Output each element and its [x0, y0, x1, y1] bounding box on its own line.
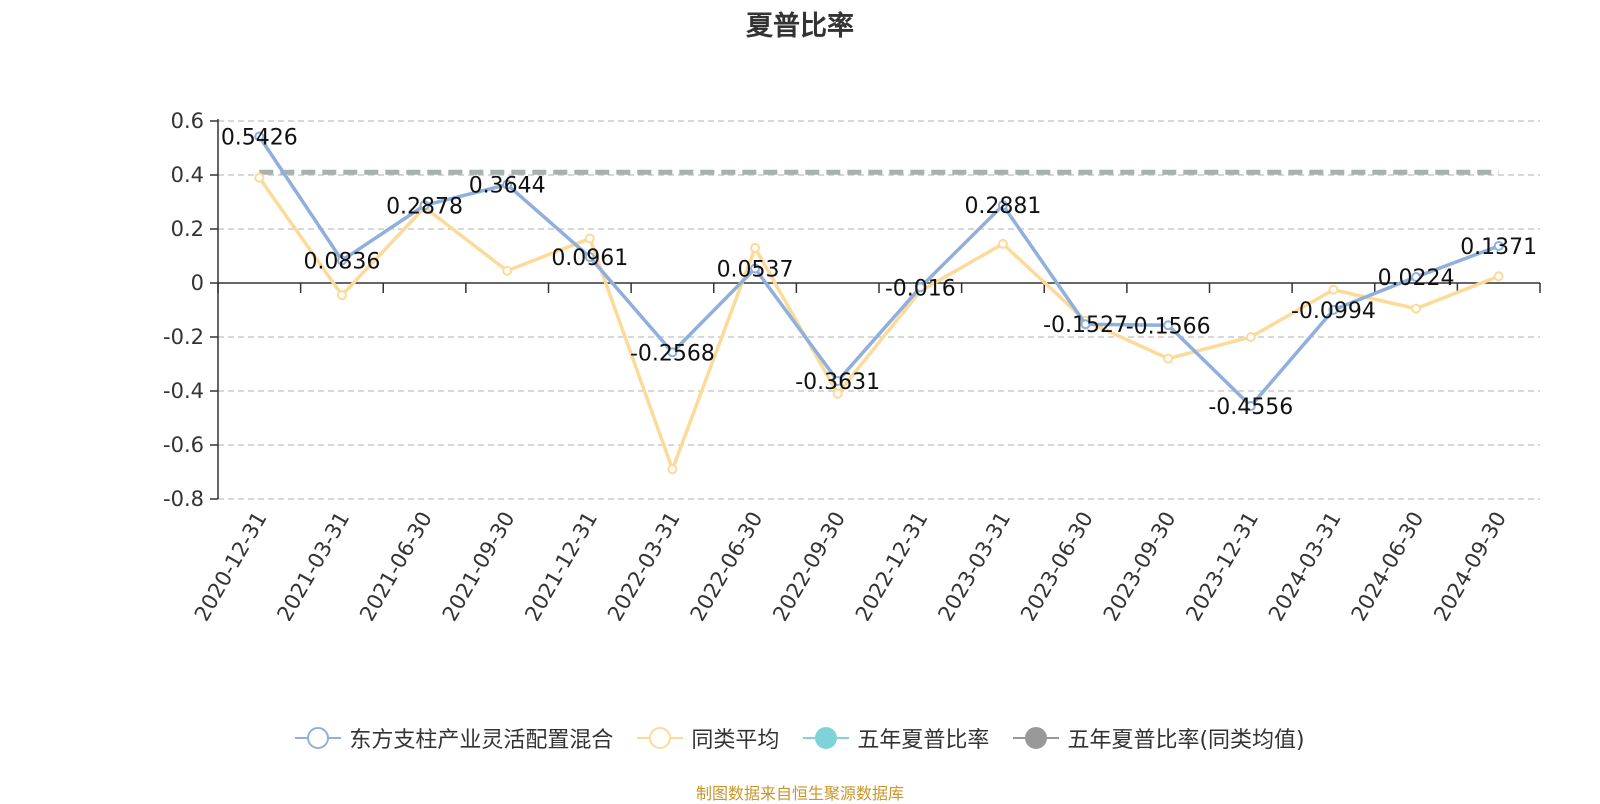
y-tick-label: -0.2 [163, 325, 204, 349]
x-tick-label: 2024-09-30 [1429, 508, 1511, 626]
data-label: 0.2878 [386, 194, 463, 219]
legend-marker-fund [295, 727, 342, 749]
legend-marker-five-year-sharpe [803, 727, 850, 749]
fund-point [915, 282, 926, 293]
y-tick-label: 0 [191, 271, 204, 295]
legend-marker-five-year-sharpe-peer [1013, 727, 1060, 749]
fund-point [336, 255, 347, 266]
legend-item-fund[interactable]: 东方支柱产业灵活配置混合 [295, 722, 613, 754]
y-tick-label: 0.4 [171, 163, 204, 187]
fund-point [502, 179, 513, 190]
legend-item-five-year-sharpe-peer[interactable]: 五年夏普比率(同类均值) [1013, 722, 1305, 754]
y-tick-label: -0.6 [163, 433, 204, 457]
fund-line [257, 135, 1500, 408]
peer-average-point [1163, 353, 1174, 364]
fund-point [997, 200, 1008, 211]
legend: 东方支柱产业灵活配置混合 同类平均 五年夏普比率 五年夏普比率(同类均值) [0, 720, 1600, 756]
fund-point [254, 131, 265, 142]
y-tick-label: -0.8 [163, 487, 204, 511]
source-note: 制图数据来自恒生聚源数据库 [695, 784, 904, 803]
x-tick-label: 2021-06-30 [355, 508, 437, 626]
peer-average-point [254, 172, 265, 183]
data-label: -0.4556 [1208, 395, 1293, 420]
legend-item-five-year-sharpe[interactable]: 五年夏普比率 [803, 722, 989, 754]
fund-point [1493, 240, 1504, 251]
x-tick-label: 2024-06-30 [1347, 508, 1429, 626]
fund-point [1411, 271, 1422, 282]
peer-average-point [832, 388, 843, 399]
peer-average-point [1411, 303, 1422, 314]
data-label: 0.0836 [303, 249, 380, 274]
x-tick-label: 2023-03-31 [933, 508, 1015, 626]
legend-marker-peer-average [637, 727, 684, 749]
data-label: 0.1371 [1460, 235, 1537, 260]
fund-point [1080, 319, 1091, 330]
y-tick-label: 0.2 [171, 217, 204, 241]
x-tick-label: 2022-03-31 [603, 508, 685, 626]
peer-average-line [257, 176, 1500, 472]
fund-point [1328, 304, 1339, 315]
x-tick-label: 2024-03-31 [1264, 508, 1346, 626]
x-tick-label: 2023-12-31 [1181, 508, 1263, 626]
data-label: 0.2881 [964, 194, 1041, 219]
fund-point [1163, 320, 1174, 331]
x-tick-label: 2021-12-31 [520, 508, 602, 626]
data-label: 0.0537 [717, 258, 794, 283]
x-tick-label: 2022-09-30 [768, 508, 850, 626]
x-tick-label: 2022-06-30 [686, 508, 768, 626]
data-label: -0.1566 [1126, 314, 1211, 339]
x-tick-label: 2022-12-31 [851, 508, 933, 626]
x-tick-label: 2023-09-30 [1099, 508, 1181, 626]
data-label: 0.5426 [221, 125, 298, 150]
peer-average-point [1328, 284, 1339, 295]
peer-average-point [1493, 271, 1504, 282]
legend-label-peer-average: 同类平均 [691, 728, 780, 753]
peer-average-point [502, 265, 513, 276]
legend-item-peer-average[interactable]: 同类平均 [637, 722, 779, 754]
x-tick-label: 2021-03-31 [272, 508, 354, 626]
fund-point [832, 376, 843, 387]
fund-point [419, 200, 430, 211]
fund-point [750, 263, 761, 274]
peer-average-point [750, 242, 761, 253]
fund-point [667, 347, 678, 358]
x-tick-label: 2023-06-30 [1016, 508, 1098, 626]
y-tick-label: 0.6 [171, 109, 204, 133]
fund-point [584, 252, 595, 263]
x-tick-label: 2020-12-31 [190, 508, 272, 626]
data-label: -0.0994 [1291, 299, 1376, 324]
legend-label-five-year-sharpe: 五年夏普比率 [857, 728, 990, 753]
data-label: -0.1527 [1043, 313, 1128, 338]
legend-label-fund: 东方支柱产业灵活配置混合 [349, 728, 614, 753]
y-tick-label: -0.4 [163, 379, 204, 403]
legend-label-five-year-sharpe-peer: 五年夏普比率(同类均值) [1067, 728, 1305, 753]
peer-average-point [667, 464, 678, 475]
data-label: 0.3644 [469, 174, 546, 199]
peer-average-point [336, 290, 347, 301]
fund-point [1245, 401, 1256, 412]
data-label: 0.0224 [1378, 266, 1455, 291]
data-label: 0.0961 [551, 246, 628, 271]
peer-average-point [1245, 332, 1256, 342]
peer-average-point [584, 233, 595, 244]
data-label: -0.016 [885, 276, 956, 301]
data-label: -0.2568 [630, 341, 715, 366]
peer-average-point [997, 238, 1008, 249]
x-tick-label: 2021-09-30 [438, 508, 520, 626]
data-label: -0.3631 [795, 370, 880, 395]
chart-title: 夏普比率 [746, 11, 854, 42]
